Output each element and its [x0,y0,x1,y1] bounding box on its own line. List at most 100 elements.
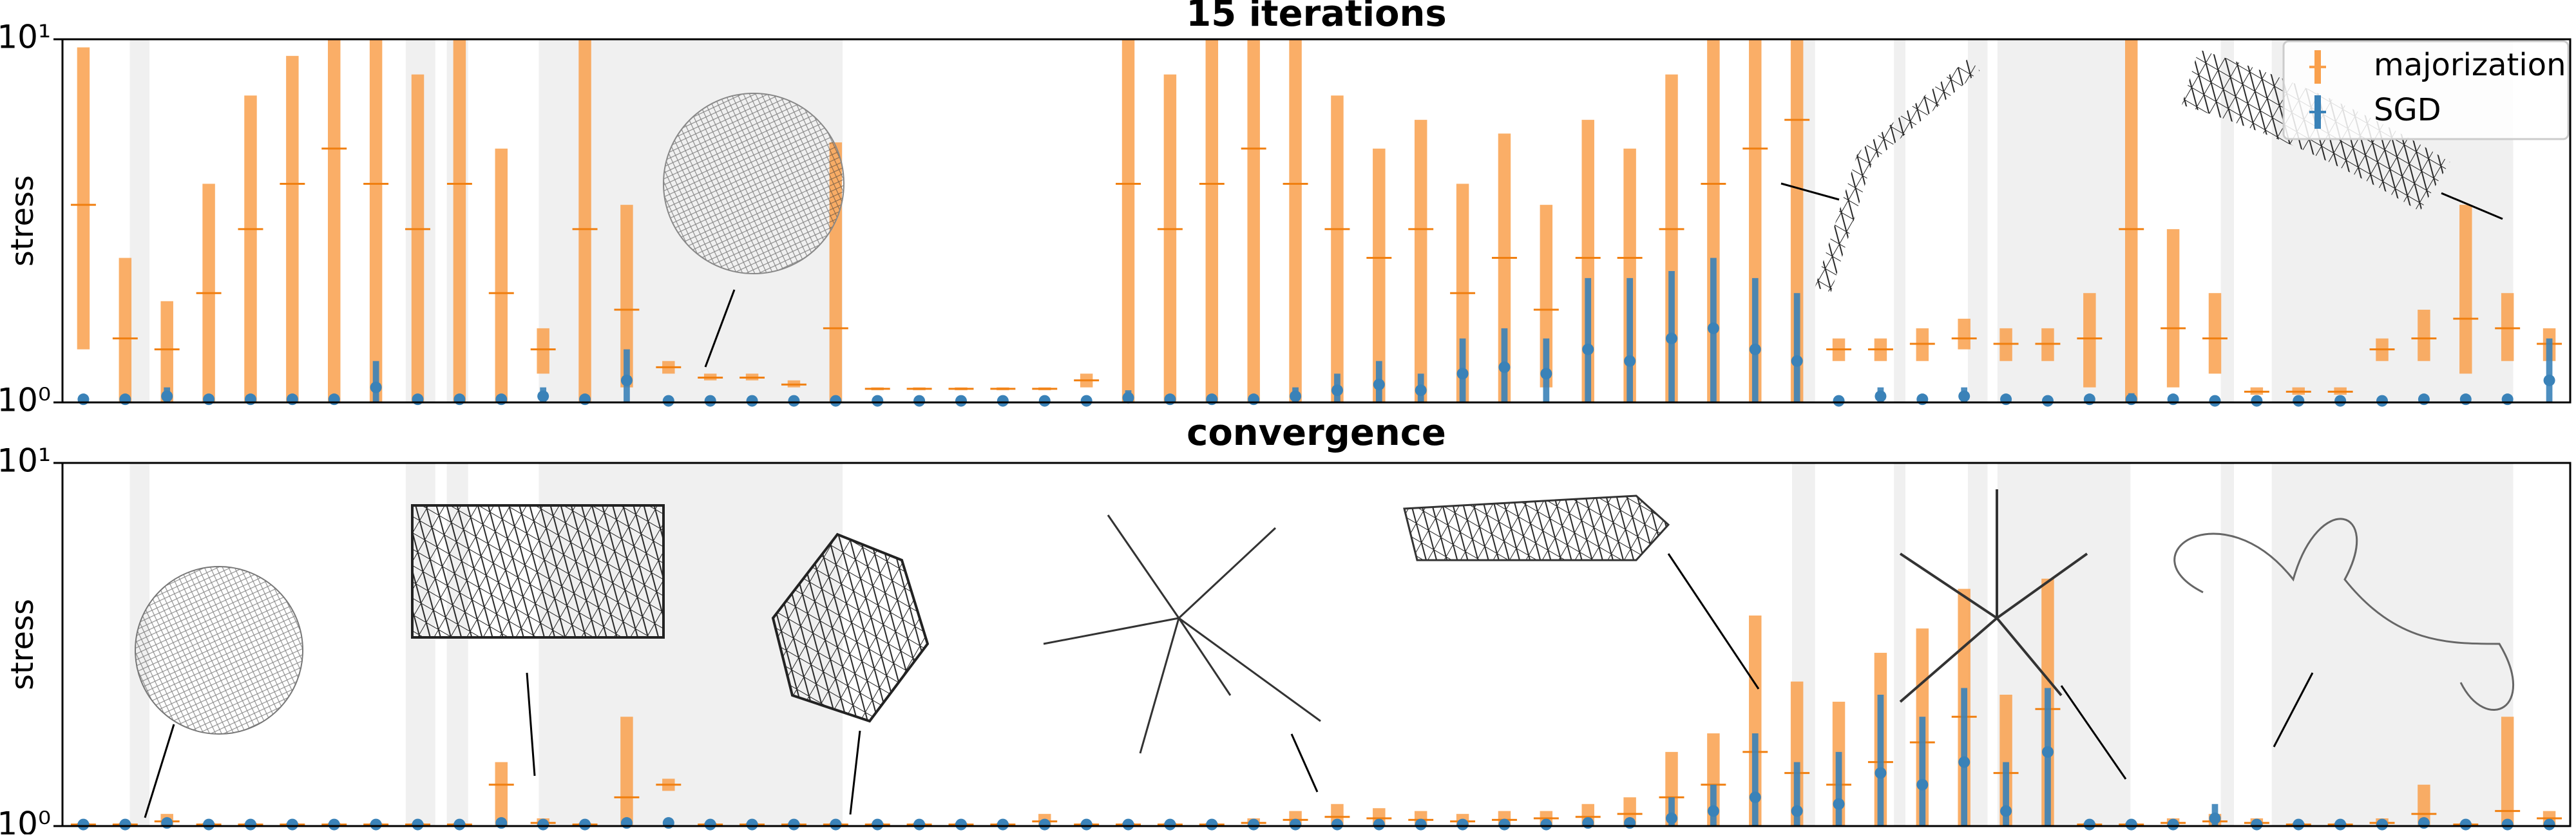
sgd-median [1373,379,1385,391]
sgd-median [1331,384,1343,397]
majorization-range [620,205,633,388]
sgd-range [1627,277,1633,402]
inset-pointer [2060,685,2127,780]
sgd-median [704,818,716,831]
sgd-median [1540,368,1552,380]
sgd-median [1707,805,1719,817]
majorization-range [2501,717,2514,826]
sgd-median [1080,395,1092,407]
sgd-median [203,818,215,831]
sgd-median [2459,818,2472,831]
majorization-range [328,39,341,402]
sgd-median [2209,813,2221,825]
sgd-median [2376,818,2389,831]
group-shade [2271,463,2514,826]
sgd-median [1373,818,1385,831]
group-shade [2220,39,2234,402]
sgd-range [2546,338,2553,402]
y-tick-label: 10⁰ [0,805,51,835]
y-tick-label: 10¹ [0,19,51,56]
sgd-median [1958,756,1970,768]
group-shade [1967,39,1988,402]
majorization-range [1331,95,1344,403]
majorization-range [578,39,591,402]
sgd-median [1833,395,1845,407]
inset-loops [2173,518,2514,711]
majorization-range [2418,310,2430,361]
inset-pointer [704,289,736,368]
sgd-range [1919,717,1926,826]
inset-pointer [2273,672,2314,748]
majorization-range [1958,319,1970,350]
sgd-median [1582,343,1594,355]
sgd-median [1290,390,1302,402]
inset-hairball [135,566,303,735]
sgd-median [1122,391,1134,404]
y-axis-label: stress [5,599,41,690]
legend-label: majorization [2374,47,2566,83]
majorization-range [244,95,257,403]
sgd-median [1290,818,1302,831]
group-shade [1997,39,2131,402]
inset-grid [411,504,665,639]
sgd-median [1038,818,1051,831]
inset-tree [1043,514,1321,754]
majorization-range [2083,293,2096,388]
sgd-median [2293,818,2305,831]
sgd-median [1791,805,1803,817]
group-shade [1894,463,1905,826]
graph-insets [135,49,2514,818]
majorization-range [411,74,425,402]
sgd-median [997,395,1009,407]
y-tick-label: 10⁰ [0,382,51,419]
inset-pointer [526,672,536,776]
sgd-median [2376,395,2389,407]
sgd-range [2003,762,2009,826]
sgd-median [161,390,173,402]
majorization-range [1121,39,1135,402]
majorization-range [77,47,90,350]
sgd-median [286,818,298,831]
inset-strip [1403,494,1670,561]
sgd-median [1749,791,1761,804]
sgd-median [1080,818,1092,831]
sgd-median [1038,395,1051,407]
sgd-median [1958,390,1970,402]
sgd-range [1668,797,1675,826]
majorization-range [2418,784,2430,826]
sgd-median [2293,395,2305,407]
axes-frame [61,462,2571,827]
sgd-median [704,395,716,407]
group-shade [129,39,150,402]
inset-pointer [849,730,861,815]
sgd-median [77,818,90,831]
sgd-median [2041,395,2054,407]
majorization-range [2459,205,2472,374]
majorization-range [1414,120,1427,403]
marks [70,39,2562,831]
axes-frame [61,38,2571,404]
sgd-median [2041,746,2054,758]
sgd-median [2543,374,2555,386]
majorization-range [495,762,508,826]
legend-box [2282,40,2570,140]
group-shade [1967,463,1988,826]
sgd-range [1751,277,1759,402]
sgd-median [1456,818,1469,831]
majorization-range [1163,74,1177,402]
sgd-median [1791,355,1803,367]
inset-hairball [663,93,844,274]
sgd-median [2334,395,2347,407]
sgd-median [955,395,967,407]
sgd-median [746,818,758,831]
inset-pointer [1780,182,1840,201]
inset-mesh [771,532,930,723]
sgd-median [746,395,758,407]
sgd-median [788,395,800,407]
sgd-median [955,818,967,831]
inset-ladder [1815,58,1980,292]
sgd-median [1875,767,1887,779]
sgd-median [1875,390,1887,402]
legend-label: SGD [2374,92,2441,128]
